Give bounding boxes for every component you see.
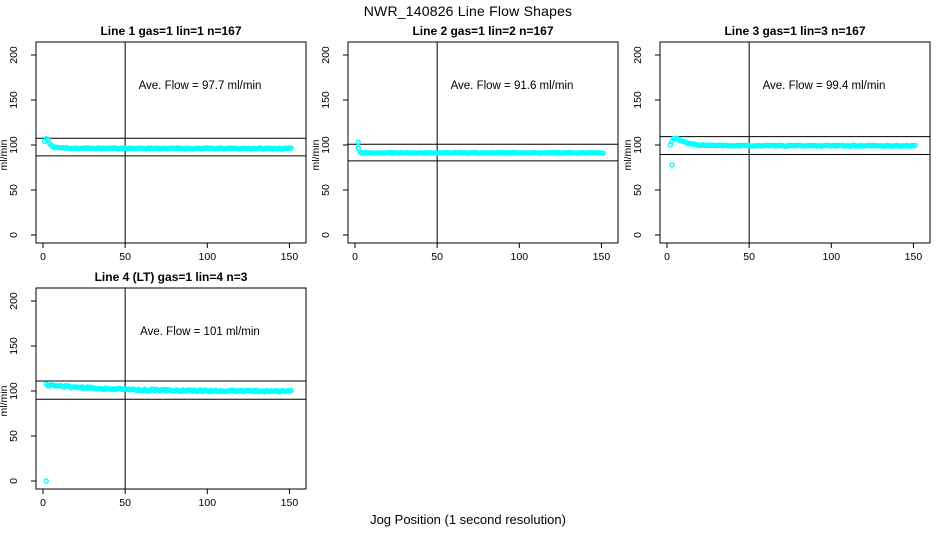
ave-flow-annotation-line-3: Ave. Flow = 99.4 ml/min <box>762 80 886 92</box>
svg-text:150: 150 <box>320 91 332 109</box>
svg-text:150: 150 <box>593 251 611 263</box>
plot-canvas-line-2: 0 50 100 150 200 ml/min 0 50 100 150 <box>312 41 619 263</box>
svg-text:50: 50 <box>119 497 131 509</box>
svg-text:50: 50 <box>431 251 443 263</box>
subplot-line-2: 0 50 100 150 200 ml/min 0 50 100 150 Line 2 gas=1… <box>312 20 624 270</box>
ave-flow-annotation-line-2: Ave. Flow = 91.6 ml/min <box>450 80 574 92</box>
svg-text:200: 200 <box>632 46 644 64</box>
svg-text:50: 50 <box>8 430 20 442</box>
svg-text:0: 0 <box>320 232 332 238</box>
panel-title-line-4: Line 4 (LT) gas=1 lin=4 n=3 <box>94 270 248 284</box>
svg-text:100: 100 <box>199 497 217 509</box>
svg-text:50: 50 <box>743 251 755 263</box>
svg-text:150: 150 <box>281 251 299 263</box>
svg-text:0: 0 <box>40 497 46 509</box>
svg-text:50: 50 <box>632 184 644 196</box>
svg-text:200: 200 <box>8 292 20 310</box>
svg-text:150: 150 <box>8 91 20 109</box>
svg-text:100: 100 <box>199 251 217 263</box>
svg-text:ml/min: ml/min <box>0 139 10 170</box>
svg-text:100: 100 <box>8 136 20 154</box>
svg-text:0: 0 <box>8 232 20 238</box>
panel-title-line-1: Line 1 gas=1 lin=1 n=167 <box>100 24 242 38</box>
subplot-line-4: 0 50 100 150 200 ml/min 0 50 100 150 Line 4 (LT) … <box>0 266 312 516</box>
svg-text:100: 100 <box>632 136 644 154</box>
svg-text:0: 0 <box>8 478 20 484</box>
svg-text:ml/min: ml/min <box>312 139 322 170</box>
svg-text:50: 50 <box>119 251 131 263</box>
svg-text:50: 50 <box>8 184 20 196</box>
svg-text:100: 100 <box>823 251 841 263</box>
svg-text:100: 100 <box>511 251 529 263</box>
svg-text:0: 0 <box>40 251 46 263</box>
plot-canvas-line-3: 0 50 100 150 200 ml/min 0 50 100 150 <box>624 41 931 263</box>
subplot-line-1: 0 50 100 150 200 ml/min 0 50 100 150 Line 1 gas=1… <box>0 20 312 270</box>
plot-canvas-line-1: 0 50 100 150 200 ml/min 0 50 100 150 <box>0 41 307 263</box>
svg-text:0: 0 <box>664 251 670 263</box>
figure-xlabel: Jog Position (1 second resolution) <box>370 512 566 527</box>
panel-title-line-2: Line 2 gas=1 lin=2 n=167 <box>412 24 554 38</box>
svg-text:100: 100 <box>320 136 332 154</box>
plot-canvas-line-4: 0 50 100 150 200 ml/min 0 50 100 150 <box>0 287 307 509</box>
ave-flow-annotation-line-1: Ave. Flow = 97.7 ml/min <box>138 80 262 92</box>
svg-text:150: 150 <box>8 337 20 355</box>
subplot-line-3: 0 50 100 150 200 ml/min 0 50 100 150 Line 3 gas=1… <box>624 20 936 270</box>
svg-text:100: 100 <box>8 382 20 400</box>
svg-text:150: 150 <box>905 251 923 263</box>
svg-text:0: 0 <box>352 251 358 263</box>
svg-text:200: 200 <box>320 46 332 64</box>
svg-text:150: 150 <box>281 497 299 509</box>
ave-flow-annotation-line-4: Ave. Flow = 101 ml/min <box>140 326 260 338</box>
svg-text:ml/min: ml/min <box>624 139 634 170</box>
svg-text:150: 150 <box>632 91 644 109</box>
svg-text:50: 50 <box>320 184 332 196</box>
svg-text:200: 200 <box>8 46 20 64</box>
svg-text:ml/min: ml/min <box>0 385 10 416</box>
svg-text:0: 0 <box>632 232 644 238</box>
panel-title-line-3: Line 3 gas=1 lin=3 n=167 <box>724 24 866 38</box>
figure-title: NWR_140826 Line Flow Shapes <box>363 3 573 19</box>
